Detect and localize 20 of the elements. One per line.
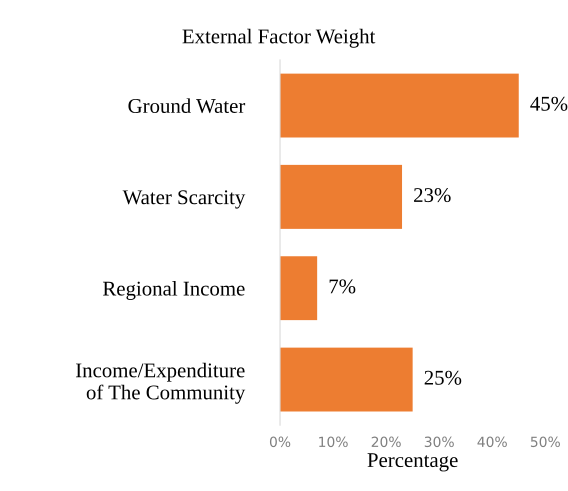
x-tick-label: 10% xyxy=(319,436,348,448)
x-axis-title: Percentage xyxy=(368,453,458,472)
bar xyxy=(280,256,318,320)
data-label: 7% xyxy=(330,279,356,294)
data-label: 25% xyxy=(424,370,462,385)
bar xyxy=(280,74,519,138)
y-tick-label: Regional Income xyxy=(103,280,245,300)
data-label: 23% xyxy=(414,188,451,202)
x-tick-label: 40% xyxy=(477,436,507,448)
bar xyxy=(280,164,402,229)
x-tick-label: 20% xyxy=(372,436,401,448)
bar xyxy=(280,348,413,412)
x-tick-label: 50% xyxy=(530,436,560,448)
x-tick-label: 30% xyxy=(424,436,454,448)
chart-title: External Factor Weight xyxy=(182,28,376,48)
y-tick-label: Water Scarcity xyxy=(122,190,246,209)
x-tick-label: 0% xyxy=(270,436,290,448)
y-tick-label: Ground Water xyxy=(128,98,246,114)
data-label: 45% xyxy=(530,96,568,111)
y-tick-label: Income/Expenditure of The Community xyxy=(76,362,246,404)
